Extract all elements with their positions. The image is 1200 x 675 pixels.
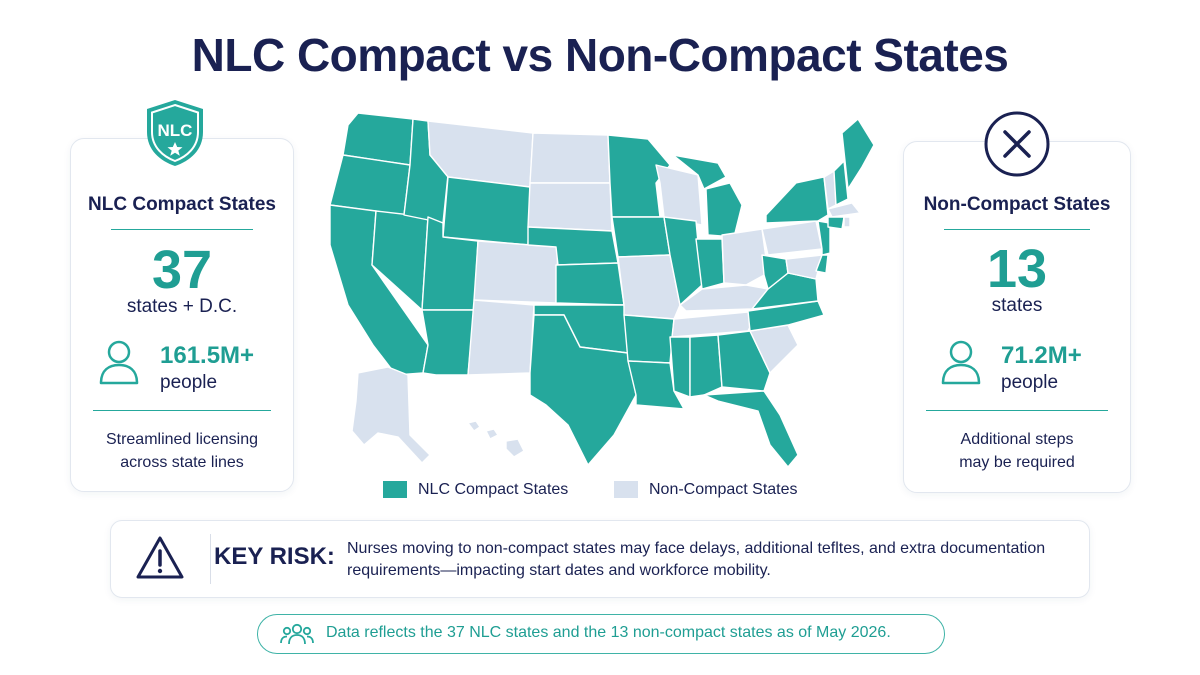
legend-compact-label: NLC Compact States (418, 481, 569, 498)
compact-card-title: NLC Compact States (88, 194, 276, 215)
compact-population-label: people (160, 372, 218, 393)
state-wy (442, 176, 531, 246)
state-nd (529, 132, 611, 184)
us-states-map (329, 112, 875, 468)
compact-count: 37 (151, 240, 213, 300)
state-fl (703, 390, 799, 468)
compact-footer: Streamlined licensing across state lines (71, 428, 293, 474)
state-ny (765, 176, 829, 224)
compact-states-card: NLC Compact States 37 states + D.C. 161.… (70, 138, 294, 492)
divider (944, 229, 1090, 230)
key-risk-label: KEY RISK: (214, 543, 335, 570)
key-risk-line2: requirements—impacting start dates and w… (347, 562, 771, 579)
state-md (785, 254, 823, 280)
compact-population: 161.5M+ (160, 342, 255, 369)
state-ak (351, 366, 431, 464)
state-ma (827, 202, 861, 218)
divider (926, 410, 1108, 411)
state-ri (843, 216, 851, 228)
key-risk-panel: KEY RISK: Nurses moving to non-compact s… (110, 520, 1090, 598)
people-group-icon (280, 623, 314, 645)
person-icon (99, 340, 139, 385)
state-pa (761, 220, 823, 256)
state-ks (555, 262, 625, 306)
state-wv (761, 254, 789, 290)
non-compact-count-label: states (991, 295, 1043, 316)
state-tx (529, 314, 637, 466)
legend-non-compact-swatch (614, 481, 638, 498)
non-compact-footer: Additional steps may be required (904, 428, 1130, 474)
non-compact-count: 13 (986, 239, 1048, 299)
non-compact-population: 71.2M+ (1001, 342, 1082, 369)
legend-non-compact-label: Non-Compact States (649, 481, 798, 498)
state-mi (672, 154, 743, 238)
non-compact-card-title: Non-Compact States (923, 194, 1111, 215)
state-la (627, 360, 685, 410)
state-co (473, 240, 559, 304)
data-note-text: Data reflects the 37 NLC states and the … (326, 624, 891, 641)
compact-footer-line2: across state lines (120, 454, 244, 471)
legend-compact-swatch (383, 481, 407, 498)
non-compact-footer-line1: Additional steps (960, 431, 1074, 448)
data-note-pill: Data reflects the 37 NLC states and the … (257, 614, 945, 654)
state-me (841, 118, 875, 190)
non-compact-footer-line2: may be required (959, 454, 1075, 471)
state-nm (467, 299, 535, 376)
state-wi (655, 164, 703, 226)
x-circle-icon (984, 111, 1050, 177)
divider (111, 229, 253, 230)
person-icon (941, 340, 981, 385)
state-il (663, 216, 703, 306)
state-mo (617, 254, 681, 320)
non-compact-population-label: people (1001, 372, 1059, 393)
divider (210, 534, 211, 584)
state-al (689, 334, 723, 398)
non-compact-states-card: Non-Compact States 13 states 71.2M+ peop… (903, 141, 1131, 493)
state-de (815, 254, 829, 274)
state-ar (623, 314, 675, 364)
state-oh (721, 228, 769, 286)
state-ia (611, 216, 671, 258)
state-az (421, 309, 475, 376)
shield-icon: NLC (147, 100, 203, 166)
key-risk-text: Nurses moving to non-compact states may … (347, 538, 1077, 582)
state-hi (467, 420, 525, 458)
state-nh (833, 160, 849, 206)
state-sd (527, 182, 613, 232)
key-risk-line1: Nurses moving to non-compact states may … (347, 540, 1046, 557)
warning-icon (136, 536, 184, 579)
compact-footer-line1: Streamlined licensing (105, 431, 259, 448)
shield-badge-text: NLC (158, 121, 193, 140)
compact-count-label: states + D.C. (126, 296, 238, 317)
state-ct (827, 216, 845, 230)
divider (93, 410, 271, 411)
state-mn (607, 134, 671, 218)
page-title: NLC Compact vs Non-Compact States (191, 29, 1009, 81)
